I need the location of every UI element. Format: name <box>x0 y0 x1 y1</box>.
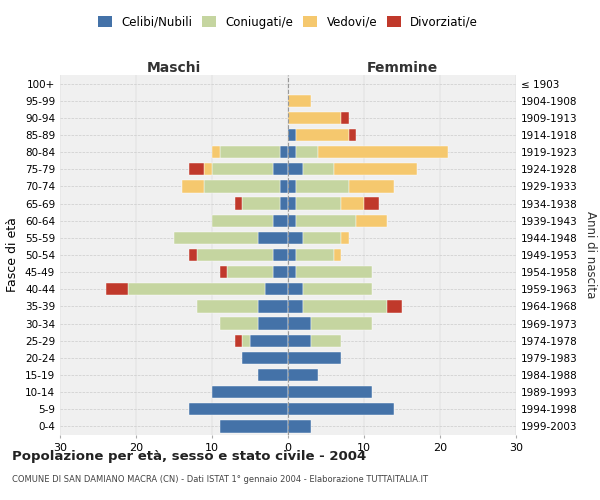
Bar <box>296 180 349 192</box>
Bar <box>288 352 341 364</box>
Bar <box>205 180 280 192</box>
Bar <box>341 198 364 209</box>
Bar <box>189 163 205 175</box>
Bar <box>257 232 288 244</box>
Bar <box>288 180 296 192</box>
Bar <box>349 129 356 141</box>
Bar <box>288 266 296 278</box>
Bar <box>280 146 288 158</box>
Bar <box>288 214 296 227</box>
Bar <box>356 214 387 227</box>
Bar <box>212 163 273 175</box>
Bar <box>273 249 288 261</box>
Legend: Celibi/Nubili, Coniugati/e, Vedovi/e, Divorziati/e: Celibi/Nubili, Coniugati/e, Vedovi/e, Di… <box>93 11 483 34</box>
Bar <box>288 163 303 175</box>
Bar <box>311 334 341 347</box>
Bar <box>303 163 334 175</box>
Bar <box>280 180 288 192</box>
Text: Popolazione per età, sesso e stato civile - 2004: Popolazione per età, sesso e stato civil… <box>12 450 366 463</box>
Bar <box>197 249 273 261</box>
Bar <box>288 300 303 312</box>
Bar <box>128 283 265 296</box>
Bar <box>296 146 319 158</box>
Text: Femmine: Femmine <box>367 61 437 75</box>
Bar <box>296 266 371 278</box>
Bar <box>212 214 273 227</box>
Bar <box>212 386 288 398</box>
Bar <box>220 318 257 330</box>
Bar <box>319 146 448 158</box>
Text: COMUNE DI SAN DAMIANO MACRA (CN) - Dati ISTAT 1° gennaio 2004 - Elaborazione TUT: COMUNE DI SAN DAMIANO MACRA (CN) - Dati … <box>12 475 428 484</box>
Bar <box>235 198 242 209</box>
Y-axis label: Fasce di età: Fasce di età <box>7 218 19 292</box>
Bar <box>288 334 311 347</box>
Bar <box>288 403 394 415</box>
Bar <box>303 232 341 244</box>
Bar <box>242 352 288 364</box>
Bar <box>288 112 341 124</box>
Bar <box>212 146 220 158</box>
Bar <box>303 283 371 296</box>
Bar <box>288 129 296 141</box>
Bar <box>303 300 387 312</box>
Bar <box>273 214 288 227</box>
Bar <box>182 180 205 192</box>
Bar <box>288 318 311 330</box>
Bar <box>220 146 280 158</box>
Bar <box>296 129 349 141</box>
Bar <box>242 334 250 347</box>
Bar <box>387 300 402 312</box>
Bar <box>288 94 311 107</box>
Y-axis label: Anni di nascita: Anni di nascita <box>584 212 597 298</box>
Bar <box>257 318 288 330</box>
Bar <box>288 386 371 398</box>
Bar <box>334 249 341 261</box>
Bar <box>273 266 288 278</box>
Bar <box>242 198 280 209</box>
Bar <box>235 334 242 347</box>
Bar <box>265 283 288 296</box>
Bar <box>220 266 227 278</box>
Text: Maschi: Maschi <box>147 61 201 75</box>
Bar <box>280 198 288 209</box>
Bar <box>288 198 296 209</box>
Bar <box>296 198 341 209</box>
Bar <box>174 232 257 244</box>
Bar <box>205 163 212 175</box>
Bar <box>189 403 288 415</box>
Bar <box>349 180 394 192</box>
Bar <box>288 369 319 381</box>
Bar <box>106 283 128 296</box>
Bar <box>364 198 379 209</box>
Bar <box>288 249 296 261</box>
Bar <box>288 283 303 296</box>
Bar <box>250 334 288 347</box>
Bar <box>296 249 334 261</box>
Bar <box>257 300 288 312</box>
Bar <box>341 232 349 244</box>
Bar <box>257 369 288 381</box>
Bar <box>273 163 288 175</box>
Bar <box>288 232 303 244</box>
Bar <box>341 112 349 124</box>
Bar <box>227 266 273 278</box>
Bar <box>296 214 356 227</box>
Bar <box>311 318 371 330</box>
Bar <box>288 146 296 158</box>
Bar <box>197 300 257 312</box>
Bar <box>220 420 288 432</box>
Bar <box>189 249 197 261</box>
Bar <box>334 163 417 175</box>
Bar <box>288 420 311 432</box>
